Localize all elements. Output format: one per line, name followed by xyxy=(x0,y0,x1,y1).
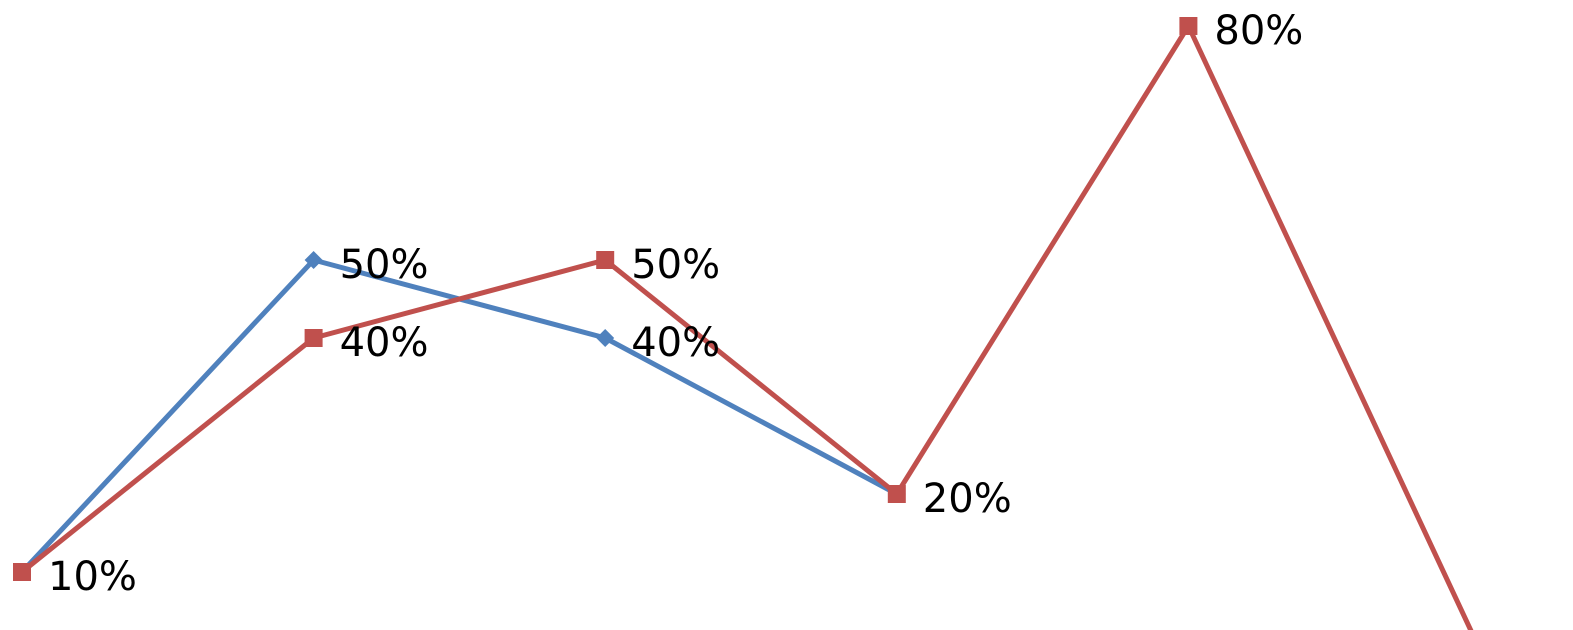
series-2-point-2 xyxy=(304,329,323,347)
series-2-point-3 xyxy=(596,251,615,269)
series-2-data-label-5: 80% xyxy=(1214,8,1303,54)
series-2-line xyxy=(20,20,1474,630)
series-2-data-label-2: 40% xyxy=(340,320,429,366)
series-2-point-1 xyxy=(13,563,31,581)
series-2-data-label-4: 20% xyxy=(923,476,1012,522)
series-1-point-3 xyxy=(596,329,615,347)
series-1-data-label-3: 40% xyxy=(631,320,720,366)
series-2-data-label-3: 50% xyxy=(631,242,720,288)
series-1-line xyxy=(20,257,898,574)
series-1-point-2 xyxy=(304,251,323,269)
series-1-data-label-2: 50% xyxy=(340,242,429,288)
series-2-data-label-1: 10% xyxy=(48,554,137,600)
series-2-point-5 xyxy=(1179,17,1198,35)
series-2-point-4 xyxy=(887,485,906,503)
